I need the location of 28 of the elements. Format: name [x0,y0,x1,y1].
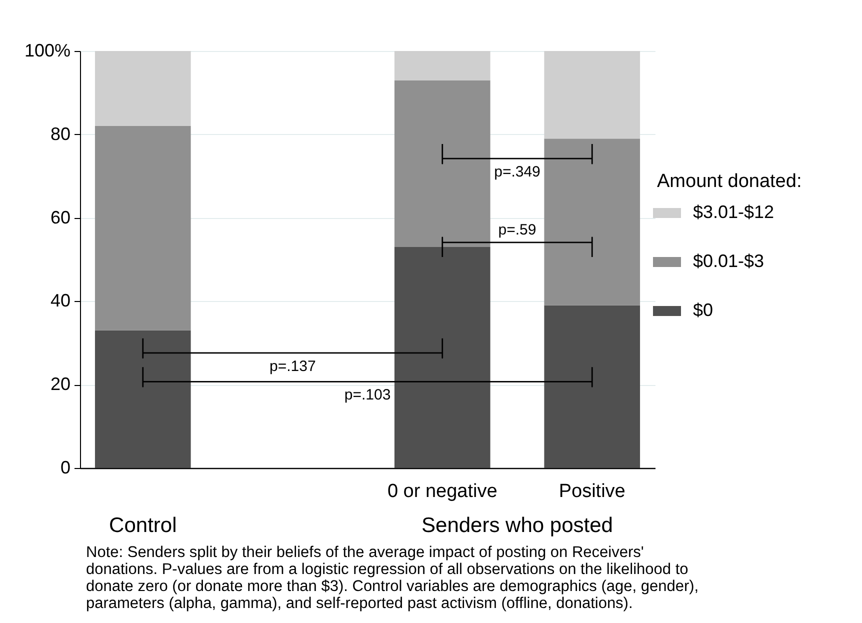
y-tick-label: 40 [50,290,70,311]
annotation: p=.137 [269,358,316,375]
text: Senders who posted [422,514,613,537]
bar [94,51,191,126]
bar [544,305,640,468]
legend-label: $3.01-$12 [693,202,774,222]
legend-title: Amount donated: [657,171,802,192]
y-tick-label: 20 [50,374,70,394]
y-tick-label: 80 [50,124,70,144]
x-tick-label: Positive [558,481,626,502]
x-tick-label: Control [109,514,177,537]
annotation: p=.349 [494,164,540,181]
annotation: p=.59 [498,221,536,238]
x-tick-label: 0 or negative [387,481,498,502]
bar [94,330,191,468]
bar [394,51,490,80]
y-tick-label: 0 [60,458,70,478]
legend-label: $0 [693,300,714,320]
legend-label: $0.01-$3 [693,251,764,271]
bar [394,80,490,247]
y-tick-label: 60 [50,207,70,228]
text: Note: Senders split by their beliefs of the average impact of posting on Receivers' donations. P-values are from a logistic regression of all observations on the likelihood to donate zero (or donate more than $3). Control variables are demographics (age, gender), parameters (alpha, gamma), and self-reported past activism (offline, donations). [86,544,699,612]
bar [94,126,191,330]
bar [544,51,640,139]
bar [394,246,490,468]
y-tick-label: 100% [24,40,70,60]
annotation: p=.103 [344,386,391,404]
bar [544,138,640,306]
